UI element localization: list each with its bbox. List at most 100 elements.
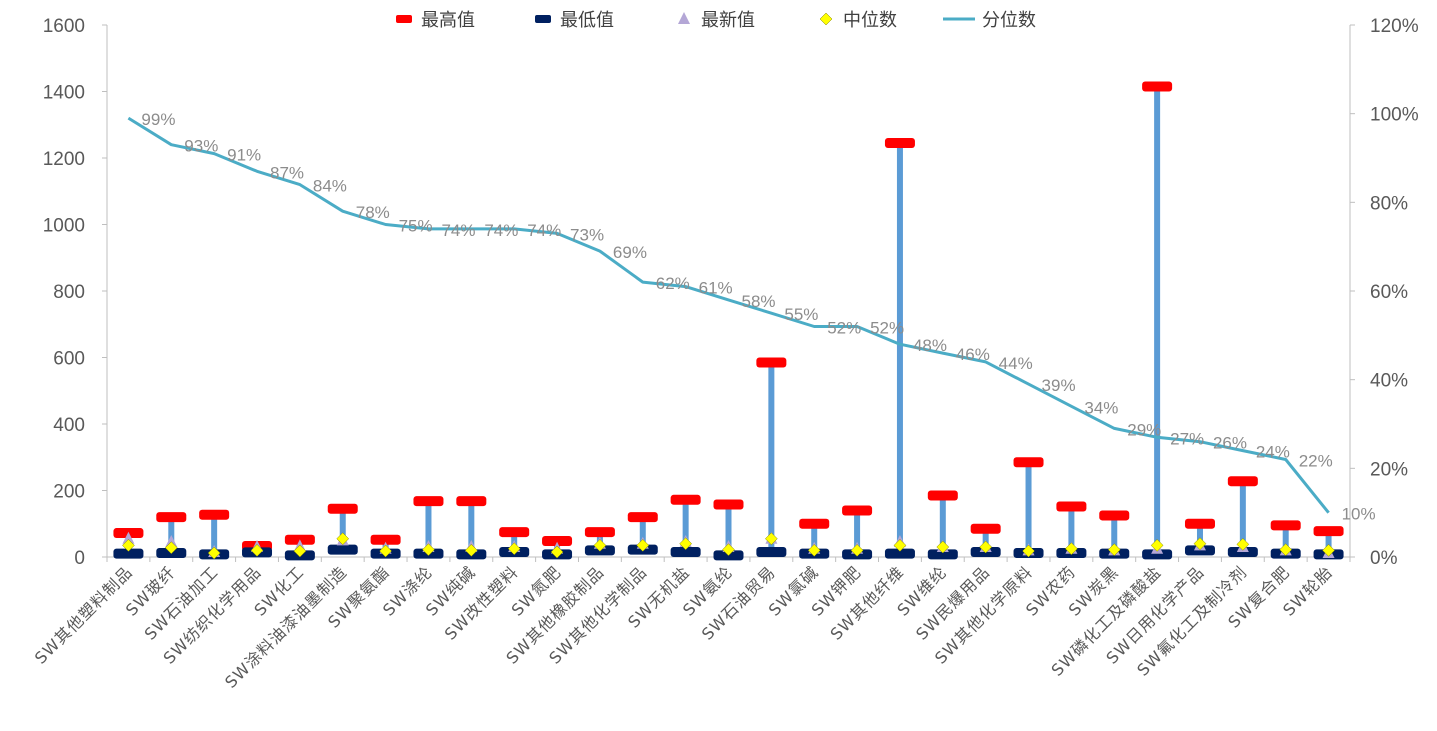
percentile-label: 91%: [227, 146, 261, 165]
range-bar: [1111, 515, 1118, 554]
percentile-label: 74%: [527, 221, 561, 240]
left-tick-label: 1200: [43, 149, 85, 170]
min-marker: [756, 547, 787, 558]
legend-swatch-min: [535, 15, 551, 23]
legend-label-median: 中位数: [843, 10, 897, 31]
percentile-label: 48%: [913, 336, 947, 355]
median-marker: [593, 539, 607, 552]
max-marker: [413, 496, 444, 507]
percentile-label: 27%: [1170, 429, 1204, 448]
median-marker: [807, 543, 821, 557]
median-marker: [293, 544, 307, 558]
percentile-label: 39%: [1042, 376, 1076, 395]
median-marker: [1022, 544, 1035, 558]
median-marker: [550, 545, 564, 559]
range-bar: [811, 523, 818, 554]
max-marker: [1013, 457, 1044, 468]
max-marker: [842, 505, 873, 516]
legend: 最高值 最低值 最新值 中位数 分位数: [396, 10, 1036, 31]
min-marker: [327, 544, 358, 555]
legend-swatch-latest: [678, 12, 690, 24]
percentile-label: 58%: [742, 292, 776, 311]
percentile-label: 26%: [1213, 434, 1247, 453]
range-bar: [1068, 506, 1075, 554]
percentile-label: 22%: [1299, 451, 1333, 470]
percentile-label: 78%: [356, 203, 390, 222]
legend-swatch-max: [396, 15, 412, 23]
percentile-line-group: 99% 93% 91% 87% 84% 78% 75% 74% 74% 74% 73% 69% 62% 6…: [127, 110, 1376, 524]
max-marker: [370, 534, 401, 545]
median-marker: [122, 539, 135, 552]
range-bar: [854, 510, 861, 555]
range-bar: [468, 501, 475, 555]
percentile-label: 52%: [827, 318, 861, 337]
percentile-label: 44%: [999, 354, 1033, 373]
max-marker: [1142, 81, 1173, 92]
median-marker: [893, 539, 907, 552]
range-bar: [725, 504, 732, 556]
right-tick-label: 80%: [1370, 193, 1408, 214]
percentile-label: 73%: [570, 225, 604, 244]
max-marker: [927, 490, 958, 501]
percentile-label: 87%: [270, 163, 304, 182]
max-marker: [756, 357, 787, 368]
right-tick-label: 100%: [1370, 105, 1419, 126]
legend-item-max: 最高值: [396, 10, 475, 31]
median-marker: [636, 539, 650, 552]
median-marker: [850, 543, 864, 557]
percentile-label: 84%: [313, 177, 347, 196]
right-tick-label: 60%: [1370, 282, 1408, 303]
median-marker: [250, 543, 264, 557]
median-marker: [507, 542, 521, 556]
median-marker: [164, 541, 178, 555]
median-marker: [679, 537, 692, 551]
max-marker: [970, 523, 1001, 534]
range-bar: [682, 499, 689, 553]
range-bar: [425, 501, 432, 554]
median-marker: [1065, 542, 1078, 556]
markers: [113, 81, 1344, 561]
range-bar: [1025, 462, 1032, 554]
median-marker: [722, 543, 735, 557]
percentile-label: 93%: [184, 137, 218, 156]
percentile-label: 29%: [1127, 420, 1161, 439]
left-tick-label: 600: [53, 349, 85, 370]
max-marker: [327, 503, 358, 514]
percentile-label: 46%: [956, 345, 990, 364]
max-marker: [1099, 510, 1130, 521]
min-marker: [670, 547, 701, 558]
max-marker: [584, 527, 615, 538]
range-bar: [1239, 481, 1246, 553]
range-bar: [639, 517, 646, 550]
legend-label-latest: 最新值: [701, 10, 755, 31]
legend-item-median: 中位数: [819, 10, 897, 31]
range-bar: [768, 362, 775, 553]
legend-item-latest: 最新值: [678, 10, 755, 31]
max-marker: [884, 138, 915, 149]
legend-item-min: 最低值: [535, 10, 614, 31]
percentile-label: 34%: [1084, 398, 1118, 417]
max-marker: [1184, 518, 1215, 529]
median-marker: [207, 546, 221, 560]
range-bar: [211, 514, 218, 555]
median-marker: [464, 543, 478, 557]
median-marker: [765, 532, 778, 546]
min-marker: [1142, 549, 1173, 560]
max-marker: [156, 512, 187, 523]
range-bar: [1154, 86, 1161, 555]
legend-swatch-median: [819, 12, 833, 26]
latest-marker: [122, 531, 135, 544]
legend-label-max: 最高值: [421, 10, 475, 31]
max-marker: [456, 496, 487, 507]
median-marker: [422, 543, 435, 557]
right-tick-label: 120%: [1370, 16, 1419, 37]
range-bar: [939, 495, 946, 555]
max-marker: [1056, 501, 1087, 512]
left-tick-label: 200: [53, 482, 85, 503]
percentile-label: 52%: [870, 318, 904, 337]
category-label: SW其他塑料制品: [31, 562, 136, 667]
left-tick-label: 0: [74, 548, 85, 569]
legend-label-pct: 分位数: [982, 10, 1036, 31]
